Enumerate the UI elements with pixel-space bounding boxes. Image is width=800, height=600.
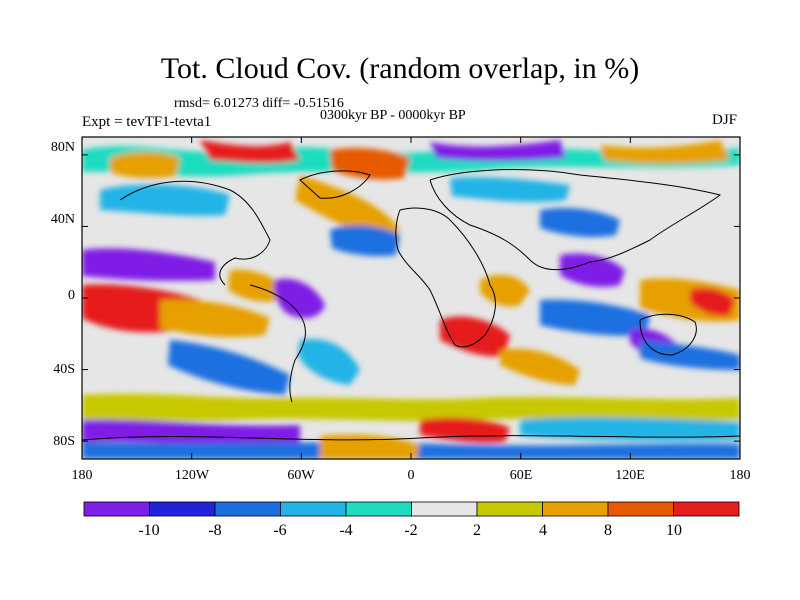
colorbar-label: 4 bbox=[539, 522, 547, 539]
lat-tick-label-40n: 40N bbox=[50, 212, 75, 227]
colorbar-swatch bbox=[83, 501, 150, 517]
colorbar-label: 2 bbox=[473, 522, 481, 539]
colorbar-label: 10 bbox=[666, 522, 682, 539]
colorbar-label: -8 bbox=[208, 522, 222, 539]
lon-tick-label-180e: 180 bbox=[729, 468, 751, 483]
colorbar-label: -2 bbox=[404, 522, 418, 539]
lon-tick-label-180w: 180 bbox=[71, 468, 93, 483]
coastlines bbox=[82, 169, 740, 441]
plot-title: Tot. Cloud Cov. (random overlap, in %) bbox=[160, 52, 640, 85]
colorbar bbox=[83, 501, 740, 517]
colorbar-label: 8 bbox=[604, 522, 612, 539]
season-label: DJF bbox=[712, 112, 738, 128]
lat-tick-label-40s: 40S bbox=[53, 362, 75, 377]
colorbar-swatch bbox=[345, 501, 412, 517]
colorbar-swatch bbox=[607, 501, 674, 517]
lon-tick-label-60e: 60E bbox=[509, 468, 533, 483]
lon-tick-label-120w: 120W bbox=[174, 468, 210, 483]
colorbar-swatch bbox=[280, 501, 347, 517]
anomaly-field bbox=[82, 137, 740, 459]
colorbar-label: -6 bbox=[273, 522, 287, 539]
stats-label: rmsd= 6.01273 diff= -0.51516 bbox=[174, 96, 344, 111]
colorbar-label: -4 bbox=[339, 522, 353, 539]
colorbar-swatch bbox=[542, 501, 609, 517]
colorbar-swatch bbox=[214, 501, 281, 517]
colorbar-label: -10 bbox=[138, 522, 160, 539]
colorbar-swatch bbox=[149, 501, 216, 517]
period-label: 0300kyr BP - 0000kyr BP bbox=[320, 108, 466, 123]
lon-tick-label-0: 0 bbox=[407, 468, 415, 483]
lon-tick-label-120e: 120E bbox=[615, 468, 645, 483]
colorbar-swatch bbox=[411, 501, 478, 517]
lat-tick-label-80s: 80S bbox=[53, 434, 75, 449]
colorbar-swatch bbox=[673, 501, 740, 517]
colorbar-swatch bbox=[476, 501, 543, 517]
lat-tick-label-80n: 80N bbox=[50, 140, 75, 155]
experiment-label: Expt = tevTF1-tevta1 bbox=[82, 114, 212, 130]
lat-tick-label-0: 0 bbox=[68, 288, 75, 303]
lon-tick-label-60w: 60W bbox=[287, 468, 315, 483]
